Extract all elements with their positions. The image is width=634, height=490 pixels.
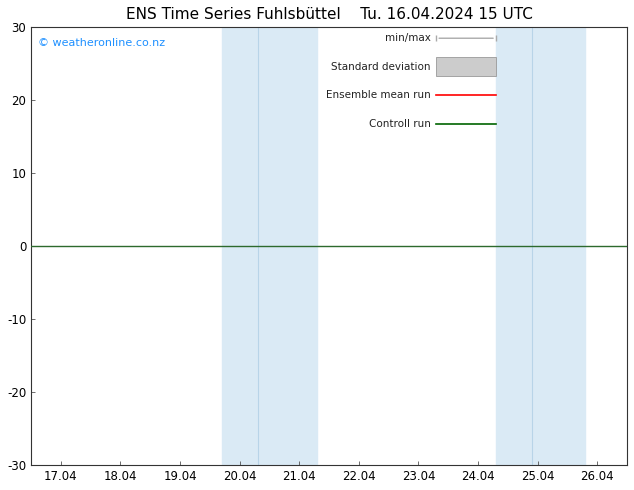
Text: © weatheronline.co.nz: © weatheronline.co.nz — [38, 38, 165, 48]
Bar — [222, 27, 317, 465]
Text: Standard deviation: Standard deviation — [331, 62, 430, 72]
Text: Controll run: Controll run — [368, 119, 430, 128]
Text: Ensemble mean run: Ensemble mean run — [326, 90, 430, 100]
Text: min/max: min/max — [384, 33, 430, 43]
Bar — [436, 57, 496, 76]
Title: ENS Time Series Fuhlsbüttel    Tu. 16.04.2024 15 UTC: ENS Time Series Fuhlsbüttel Tu. 16.04.20… — [126, 7, 533, 22]
Bar — [496, 27, 585, 465]
